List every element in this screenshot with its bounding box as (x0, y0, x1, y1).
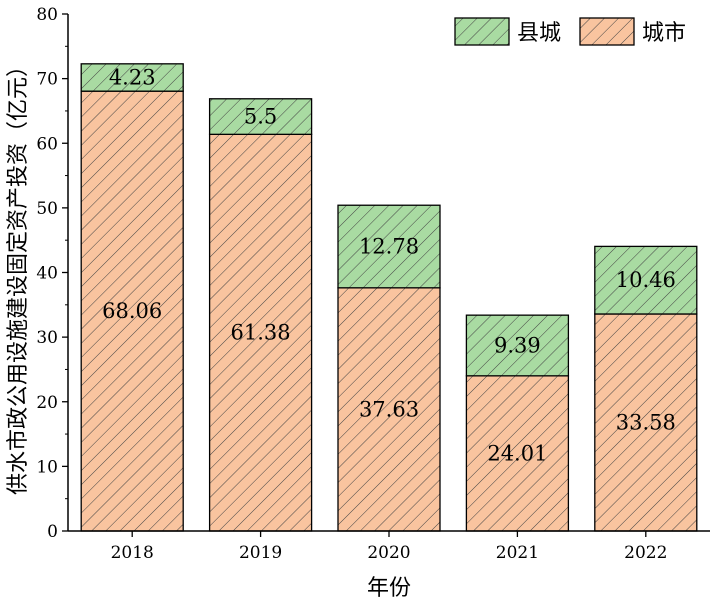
y-tick-label-70: 70 (36, 70, 58, 90)
data-label-county-2021: 9.39 (494, 333, 541, 357)
x-tick-label-2022: 2022 (624, 543, 667, 563)
y-tick-label-20: 20 (36, 393, 58, 413)
legend-label-county: 县城 (517, 21, 561, 46)
y-tick-label-40: 40 (36, 264, 58, 284)
x-tick-label-2019: 2019 (239, 543, 282, 563)
y-tick-label-10: 10 (36, 457, 58, 477)
y-axis-title: 供水市政公用设施建设固定资产投资（亿元） (6, 55, 31, 495)
legend-swatch-county (454, 17, 510, 46)
bar-city-2020 (337, 287, 441, 532)
x-tick-label-2021: 2021 (496, 543, 539, 563)
data-label-city-2019: 61.38 (231, 321, 291, 345)
y-tick-label-50: 50 (36, 199, 58, 219)
data-label-city-2018: 68.06 (102, 299, 162, 323)
bar-county-2021 (465, 314, 570, 377)
legend-label-city: 城市 (642, 21, 686, 46)
y-tick-label-80: 80 (36, 5, 58, 25)
data-label-county-2022: 10.46 (616, 268, 676, 292)
bar-county-2018 (80, 63, 184, 92)
x-tick-label-2018: 2018 (111, 543, 154, 563)
bar-city-2018 (80, 90, 184, 532)
legend-swatch-city (579, 17, 635, 46)
data-label-county-2020: 12.78 (359, 235, 419, 259)
data-label-city-2021: 24.01 (487, 441, 547, 465)
y-tick-label-60: 60 (36, 134, 58, 154)
data-label-city-2022: 33.58 (616, 410, 676, 434)
bar-county-2020 (337, 204, 441, 289)
data-label-county-2019: 5.5 (244, 105, 277, 129)
y-tick-label-0: 0 (47, 522, 58, 542)
bar-county-2019 (208, 98, 313, 135)
x-tick-label-2020: 2020 (367, 543, 410, 563)
y-axis: 0 10 20 30 40 50 60 70 80 (36, 5, 69, 542)
bars-group: 68.06 4.23 61.38 5.5 37.63 12.78 24.01 9.39 33.5… (80, 63, 698, 532)
legend: 县城 城市 (454, 17, 686, 46)
bar-county-2022 (594, 245, 698, 315)
data-label-city-2020: 37.63 (359, 397, 419, 421)
data-label-county-2018: 4.23 (109, 65, 156, 89)
x-axis-title: 年份 (367, 576, 411, 601)
y-tick-label-30: 30 (36, 328, 58, 348)
x-axis: 2018 2019 2020 2021 2022 (68, 530, 710, 563)
